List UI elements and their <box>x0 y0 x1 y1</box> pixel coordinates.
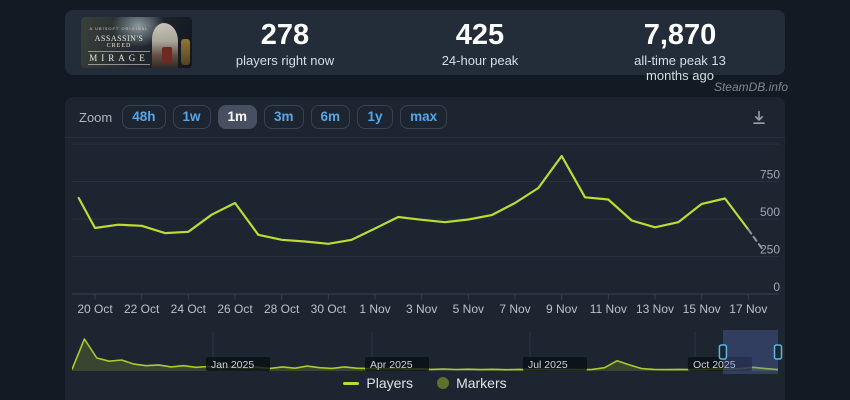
navigator-handle-left[interactable] <box>718 344 728 360</box>
y-axis-label: 750 <box>760 168 780 182</box>
range-button-1w[interactable]: 1w <box>172 104 211 130</box>
peak-24h-value: 425 <box>455 19 505 51</box>
legend-label: Players <box>366 375 414 391</box>
stat-current-players: 278 players right now <box>235 19 335 69</box>
current-players-value: 278 <box>260 19 310 51</box>
y-axis-label: 500 <box>760 205 780 219</box>
navigator-month-label: Apr 2025 <box>370 359 413 371</box>
chart-toolbar: Zoom 48h 1w 1m 3m 6m 1y max <box>65 97 785 138</box>
thumbnail-brand: A UBISOFT ORIGINAL <box>89 26 149 31</box>
chart-navigator[interactable]: Jan 2025 Apr 2025 Jul 2025 Oct 2025 <box>72 330 790 374</box>
peak-24h-label: 24-hour peak <box>441 53 519 69</box>
range-button-1m[interactable]: 1m <box>217 104 258 130</box>
download-button[interactable] <box>743 104 775 131</box>
chart-panel: Zoom 48h 1w 1m 3m 6m 1y max 0 250 500 750 20 Oct 22… <box>65 97 785 400</box>
x-axis-label: 1 Nov <box>359 302 390 316</box>
legend-dot-swatch <box>437 377 450 389</box>
zoom-label: Zoom <box>79 109 113 125</box>
alltime-peak-value: 7,870 <box>643 19 717 51</box>
x-axis-label: 7 Nov <box>499 302 530 316</box>
navigator-handle-right[interactable] <box>773 344 783 360</box>
stat-alltime-peak: 7,870 all-time peak 13 months ago <box>628 19 733 84</box>
x-axis-label: 17 Nov <box>729 302 767 316</box>
players-series-dashed-now <box>747 228 764 250</box>
x-axis-label: 3 Nov <box>406 302 437 316</box>
x-axis-label: 13 Nov <box>636 302 674 316</box>
x-axis-label: 26 Oct <box>217 302 253 316</box>
x-axis-label: 24 Oct <box>171 302 207 316</box>
zoom-range-group: 48h 1w 1m 3m 6m 1y max <box>122 104 448 130</box>
download-icon <box>753 110 765 124</box>
stats-panel: A UBISOFT ORIGINAL ASSASSIN'S CREED MIRA… <box>65 10 785 83</box>
navigator-area <box>72 339 778 371</box>
x-axis-label: 30 Oct <box>311 302 347 316</box>
x-axis-label: 5 Nov <box>453 302 484 316</box>
players-line-chart[interactable]: 0 250 500 750 20 Oct 22 Oct 24 Oct 26 Oct 28 Oct… <box>72 138 790 324</box>
y-axis-label: 250 <box>760 243 780 257</box>
legend-line-swatch <box>343 381 360 385</box>
y-axis-label: 0 <box>773 280 780 294</box>
x-axis-label: 9 Nov <box>546 302 577 316</box>
stat-24h-peak: 425 24-hour peak <box>441 19 519 69</box>
legend-item-markers[interactable]: Markers <box>437 375 507 391</box>
range-button-6m[interactable]: 6m <box>310 104 351 130</box>
players-series-line <box>77 154 750 245</box>
navigator-month-label: Jan 2025 <box>211 359 254 371</box>
x-axis-label: 22 Oct <box>124 302 160 316</box>
chart-legend: Players Markers <box>65 375 785 391</box>
range-button-max[interactable]: max <box>400 104 448 130</box>
current-players-label: players right now <box>235 53 335 69</box>
x-axis-label: 11 Nov <box>590 302 627 316</box>
steamdb-watermark: SteamDB.info <box>713 80 788 94</box>
navigator-selection[interactable] <box>722 330 778 374</box>
range-button-48h[interactable]: 48h <box>122 104 166 130</box>
art-gold <box>181 39 190 65</box>
thumbnail-title: A UBISOFT ORIGINAL ASSASSIN'S CREED MIRA… <box>88 26 150 65</box>
alltime-peak-label: all-time peak 13 months ago <box>634 53 726 84</box>
navigator-month-label: Jul 2025 <box>528 359 568 371</box>
art-sash <box>162 47 172 63</box>
range-button-1y[interactable]: 1y <box>357 104 394 130</box>
x-axis-label: 15 Nov <box>683 302 721 316</box>
x-axis-label: 20 Oct <box>77 302 113 316</box>
x-axis-label: 28 Oct <box>264 302 300 316</box>
range-button-3m[interactable]: 3m <box>264 104 304 130</box>
navigator-month-label: Oct 2025 <box>693 359 736 371</box>
legend-label: Markers <box>456 375 507 391</box>
legend-item-players[interactable]: Players <box>343 375 413 391</box>
game-thumbnail[interactable]: A UBISOFT ORIGINAL ASSASSIN'S CREED MIRA… <box>81 17 192 68</box>
